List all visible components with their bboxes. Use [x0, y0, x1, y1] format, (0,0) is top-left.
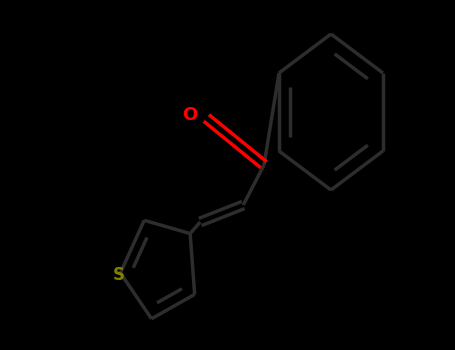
Text: O: O	[182, 106, 197, 124]
Text: S: S	[113, 266, 125, 284]
